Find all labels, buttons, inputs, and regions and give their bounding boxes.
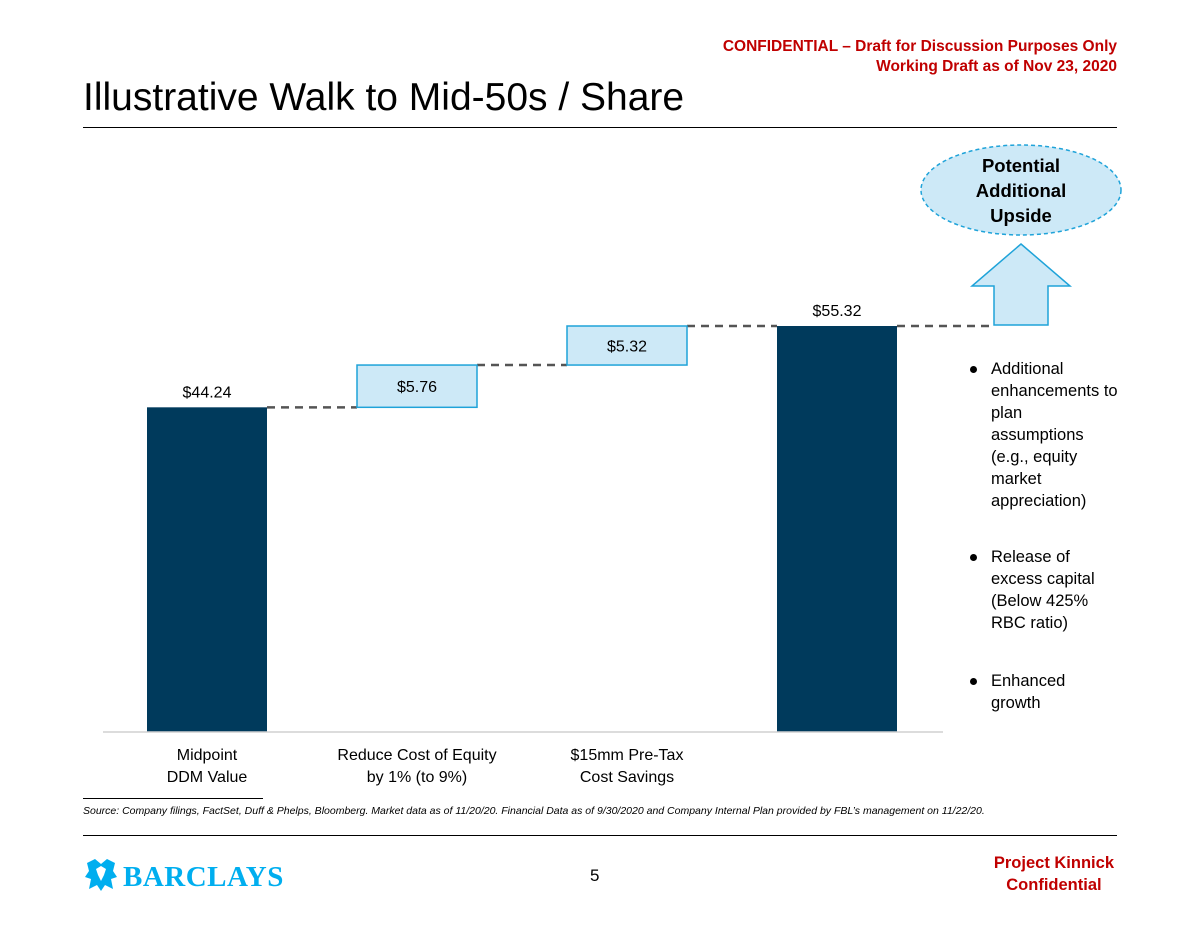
chart-value-labels: $44.24 $5.76 $5.32 $55.32: [183, 303, 862, 401]
total-bar: [777, 326, 897, 732]
source-divider: [83, 798, 263, 799]
category-label: $15mm Pre-Tax: [571, 747, 684, 764]
chart-bars: [147, 325, 897, 732]
bar-value-label: $44.24: [183, 384, 232, 401]
title-divider: [83, 127, 1117, 128]
bullet-item: Additional enhancements to plan assumpti…: [968, 358, 1118, 512]
upside-line-1: Potential: [982, 155, 1060, 176]
potential-upside-callout: Potential Additional Upside: [920, 144, 1122, 326]
bullet-item: Enhanced growth: [968, 670, 1118, 714]
bullet-item: Release of excess capital (Below 425% RB…: [968, 546, 1118, 634]
logo-text: BARCLAYS: [123, 861, 284, 893]
category-label: by 1% (to 9%): [367, 769, 467, 786]
up-arrow-icon: [969, 243, 1073, 326]
category-label: DDM Value: [167, 769, 248, 786]
page-title: Illustrative Walk to Mid-50s / Share: [83, 76, 685, 119]
upside-ellipse: [920, 144, 1122, 236]
eagle-icon: [85, 859, 117, 891]
confidential-line-1: CONFIDENTIAL – Draft for Discussion Purp…: [722, 38, 1117, 55]
confidential-line-2: Working Draft as of Nov 23, 2020: [876, 58, 1117, 75]
category-label: Reduce Cost of Equity: [337, 747, 496, 764]
total-bar: [147, 407, 267, 732]
footer-divider: [83, 835, 1117, 836]
category-label: Cost Savings: [580, 769, 674, 786]
bar-value-label: $55.32: [813, 303, 862, 320]
increment-bar: [356, 364, 478, 409]
upside-line-2: Additional: [976, 180, 1066, 201]
source-note: Source: Company filings, FactSet, Duff &…: [83, 805, 985, 817]
bar-value-label: $5.76: [397, 379, 437, 396]
project-confidential: Confidential: [1006, 876, 1102, 894]
bar-value-label: $5.32: [607, 339, 647, 356]
increment-bar: [566, 325, 688, 366]
barclays-logo: BARCLAYS: [85, 859, 284, 893]
connector-lines: [267, 324, 992, 409]
project-name: Project Kinnick: [993, 854, 1114, 872]
upside-line-3: Upside: [990, 205, 1052, 226]
category-labels: Midpoint DDM Value Reduce Cost of Equity by…: [167, 747, 684, 786]
project-label: Project Kinnick Confidential: [994, 852, 1114, 896]
category-label: Midpoint: [177, 747, 238, 764]
page-number: 5: [590, 866, 600, 885]
confidential-notice: CONFIDENTIAL – Draft for Discussion Purp…: [723, 37, 1117, 77]
waterfall-chart: $44.24 $5.76 $5.32 $55.32 Midpoint DDM Value…: [103, 144, 1122, 786]
